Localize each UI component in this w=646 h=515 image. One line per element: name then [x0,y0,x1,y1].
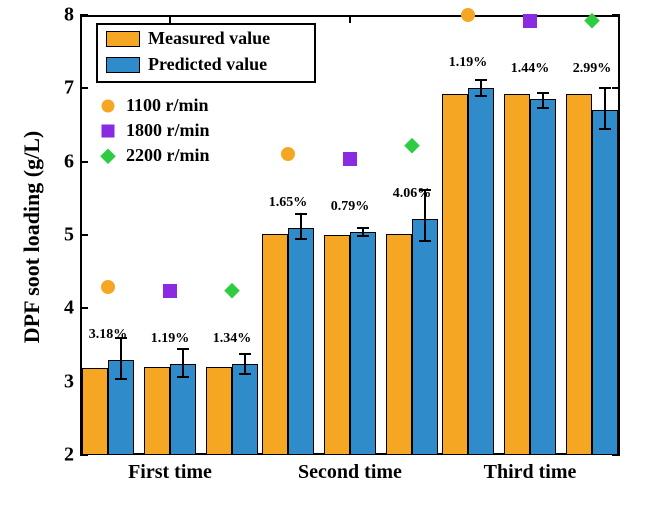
errorbar [120,338,122,378]
ytick [612,87,620,89]
percent-label: 1.34% [213,331,252,347]
bar-predicted [412,219,438,455]
errorbar-cap [115,378,127,380]
bar-predicted [468,88,494,455]
series-marker-icon [102,125,115,138]
series-marker-icon [523,14,537,28]
ytick-label: 3 [50,370,74,393]
percent-label: 1.19% [151,331,190,347]
xtick-label: Second time [298,461,402,484]
xtick-label: First time [128,461,212,484]
chart-figure: DPF soot loading (g/L) 2 3 4 5 6 7 8 First time… [0,0,646,515]
errorbar-cap [239,353,251,355]
percent-label: 1.65% [269,195,308,211]
bar-measured [82,368,108,455]
xtick [169,15,171,23]
errorbar [300,214,302,238]
errorbar [244,354,246,375]
bar-predicted [288,228,314,455]
percent-label: 3.18% [89,327,128,343]
bar-predicted [232,364,258,455]
errorbar [542,93,544,108]
legend-marker-label: 1800 r/min [126,120,210,141]
ytick [80,307,88,309]
legend-label: Measured value [148,28,270,49]
percent-label: 1.19% [449,55,488,71]
legend-swatch-icon [106,57,140,73]
series-marker-icon [163,284,177,298]
ytick [80,234,88,236]
legend-swatch-icon [106,31,140,47]
percent-label: 2.99% [573,61,612,77]
xtick [349,15,351,23]
ytick [80,87,88,89]
bar-measured [206,367,232,455]
ytick-label: 2 [50,444,74,467]
percent-label: 1.44% [511,61,550,77]
legend-marker-label: 1100 r/min [126,95,209,116]
errorbar-cap [599,128,611,130]
ytick-label: 7 [50,77,74,100]
ytick-label: 4 [50,297,74,320]
bar-measured [262,234,288,455]
bar-measured [504,94,530,455]
ytick-label: 8 [50,4,74,27]
ytick-label: 6 [50,150,74,173]
bar-predicted [530,99,556,455]
errorbar-cap [295,213,307,215]
bar-predicted [592,110,618,455]
xtick-label: Third time [484,461,577,484]
errorbar-cap [239,373,251,375]
ytick [80,14,88,16]
bar-measured [386,234,412,455]
errorbar [182,349,184,377]
errorbar-cap [419,240,431,242]
legend-marker-label: 2200 r/min [126,145,210,166]
errorbar-cap [295,238,307,240]
ytick [80,161,88,163]
bar-measured [566,94,592,455]
errorbar [604,88,606,128]
errorbar-cap [357,227,369,229]
errorbar [480,80,482,96]
errorbar-cap [537,92,549,94]
errorbar-cap [357,235,369,237]
percent-label: 0.79% [331,199,370,215]
errorbar-cap [537,107,549,109]
legend-label: Predicted value [148,54,267,75]
series-marker-icon [343,152,357,166]
errorbar-cap [177,376,189,378]
series-marker-icon [101,280,115,294]
ytick-label: 5 [50,224,74,247]
bar-predicted [350,232,376,455]
errorbar-cap [177,348,189,350]
bar-measured [324,235,350,455]
series-marker-icon [281,147,295,161]
ytick [612,14,620,16]
series-marker-icon [102,100,115,113]
percent-label: 4.06% [393,186,432,202]
errorbar-cap [475,95,487,97]
bar-measured [442,94,468,455]
series-marker-icon [461,8,475,22]
errorbar-cap [475,79,487,81]
errorbar-cap [599,87,611,89]
y-axis-label: DPF soot loading (g/L) [19,17,45,457]
bar-measured [144,367,170,455]
